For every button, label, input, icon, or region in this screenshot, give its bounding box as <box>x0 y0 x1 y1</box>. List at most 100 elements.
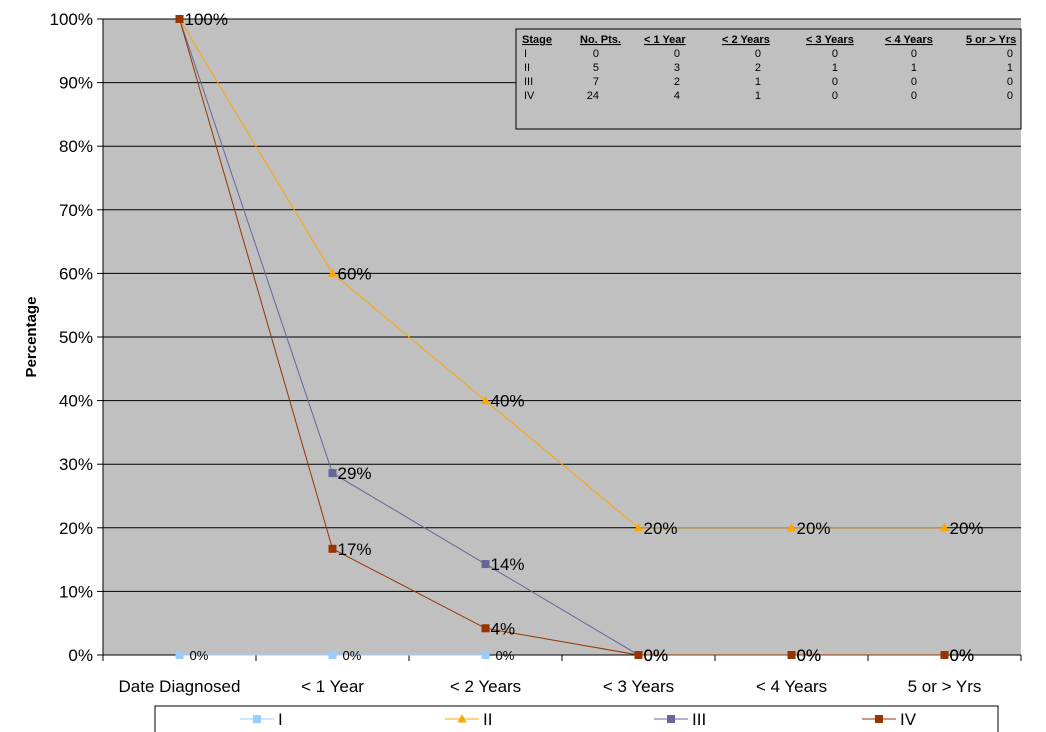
legend-marker-III <box>667 715 675 723</box>
data-table-cell: III <box>524 76 533 88</box>
data-table-cell: 1 <box>1007 62 1013 74</box>
axes: 0%10%20%30%40%50%60%70%80%90%100%Date Di… <box>50 10 1022 696</box>
data-table-cell: 2 <box>674 76 680 88</box>
y-tick-label: 100% <box>50 10 93 29</box>
data-table-cell: 0 <box>832 76 838 88</box>
data-label-IV: 0% <box>644 646 669 665</box>
data-table-cell: 24 <box>587 90 599 102</box>
y-axis-title: Percentage <box>23 297 40 378</box>
marker-IV <box>940 651 949 659</box>
marker-II <box>328 268 337 277</box>
data-labels: 0% 0% 0%60%40%20% 20% 20%29%14%0% 0% 0%100%17%… <box>185 10 984 665</box>
legend-marker-II <box>457 714 467 723</box>
marker-IV <box>175 15 184 23</box>
data-table-cell: 0 <box>1007 76 1013 88</box>
data-label-II: 20% <box>644 519 678 538</box>
marker-I <box>175 651 184 659</box>
data-table-cell: 2 <box>755 62 761 74</box>
data-table-cell: 0 <box>1007 90 1013 102</box>
data-table-inset: Stage No. Pts. < 1 Year < 2 Years < 3 Years <… <box>515 28 1022 130</box>
legend-marker-IV <box>875 715 883 723</box>
data-table-cell: 0 <box>832 48 838 60</box>
data-label-III: 14% <box>491 555 525 574</box>
y-tick-label: 0% <box>68 646 93 665</box>
data-label-III: 29% <box>338 464 372 483</box>
data-table-header: < 2 Years <box>722 34 770 46</box>
data-table-cell: 1 <box>755 90 761 102</box>
y-tick-label: 80% <box>59 137 93 156</box>
y-tick-label: 50% <box>59 328 93 347</box>
marker-IV <box>328 544 337 553</box>
marker-I <box>328 651 337 659</box>
data-table-cell: 7 <box>593 76 599 88</box>
x-tick-label: < 2 Years <box>450 677 521 696</box>
data-label-III: 0% <box>950 646 975 665</box>
data-table-cell: IV <box>524 90 535 102</box>
data-table-cell: 0 <box>911 90 917 102</box>
legend-label-IV: IV <box>900 710 917 729</box>
data-label-IV: 17% <box>338 540 372 559</box>
data-table-header: < 4 Years <box>885 34 933 46</box>
data-table-header: No. Pts. <box>580 34 621 46</box>
data-label-I: 0% <box>190 648 209 663</box>
data-table-cell: 0 <box>593 48 599 60</box>
data-table-cell: II <box>524 62 530 74</box>
data-label-IV: 4% <box>491 619 516 638</box>
series-line-II <box>179 18 945 529</box>
marker-IV <box>787 651 796 659</box>
x-tick-label: < 3 Years <box>603 677 674 696</box>
data-table-cell: 0 <box>674 48 680 60</box>
data-label-II: 20% <box>797 519 831 538</box>
data-table-cell: 5 <box>593 62 599 74</box>
series-line-IV <box>179 18 945 656</box>
y-tick-label: 20% <box>59 519 93 538</box>
x-tick-label: Date Diagnosed <box>119 677 241 696</box>
marker-I <box>481 651 490 659</box>
data-table-cell: I <box>524 48 527 60</box>
data-table-cell: 0 <box>755 48 761 60</box>
data-label-I: 0% <box>496 648 515 663</box>
marker-IV <box>481 624 490 633</box>
data-table-header: < 3 Years <box>806 34 854 46</box>
marker-II <box>634 522 643 532</box>
data-label-IV: 0% <box>797 646 822 665</box>
marker-II <box>787 522 796 532</box>
marker-III <box>328 469 337 478</box>
data-label-II: 20% <box>950 519 984 538</box>
data-label-IV: 0% <box>950 646 975 665</box>
data-table-header: 5 or > Yrs <box>966 34 1016 46</box>
y-tick-label: 10% <box>59 582 93 601</box>
marker-III <box>481 560 490 569</box>
data-table-header: Stage <box>522 34 552 46</box>
data-label-II: 60% <box>338 264 372 283</box>
y-tick-label: 60% <box>59 264 93 283</box>
legend-label-III: III <box>692 710 706 729</box>
y-tick-label: 30% <box>59 455 93 474</box>
data-table-cell: 0 <box>1007 48 1013 60</box>
data-table-cell: 4 <box>674 90 680 102</box>
legend-marker-I <box>253 715 261 723</box>
series-markers <box>175 14 949 659</box>
data-label-III: 0% <box>797 646 822 665</box>
data-label-I: 0% <box>343 648 362 663</box>
x-tick-label: 5 or > Yrs <box>908 677 982 696</box>
data-table-cell: 3 <box>674 62 680 74</box>
data-table-cell: 0 <box>911 48 917 60</box>
data-table-header: < 1 Year <box>644 34 686 46</box>
data-table-cell: 1 <box>832 62 838 74</box>
data-label-III: 0% <box>644 646 669 665</box>
x-tick-label: < 4 Years <box>756 677 827 696</box>
x-tick-label: < 1 Year <box>301 677 364 696</box>
data-table-cell: 0 <box>911 76 917 88</box>
legend-label-II: II <box>483 710 492 729</box>
y-tick-label: 40% <box>59 392 93 411</box>
y-tick-label: 90% <box>59 74 93 93</box>
marker-II <box>940 522 949 532</box>
data-table-cell: 1 <box>755 76 761 88</box>
data-table-cell: 1 <box>911 62 917 74</box>
data-table-cell: 0 <box>832 90 838 102</box>
marker-IV <box>634 651 643 659</box>
data-label-II: 40% <box>491 392 525 411</box>
y-tick-label: 70% <box>59 201 93 220</box>
